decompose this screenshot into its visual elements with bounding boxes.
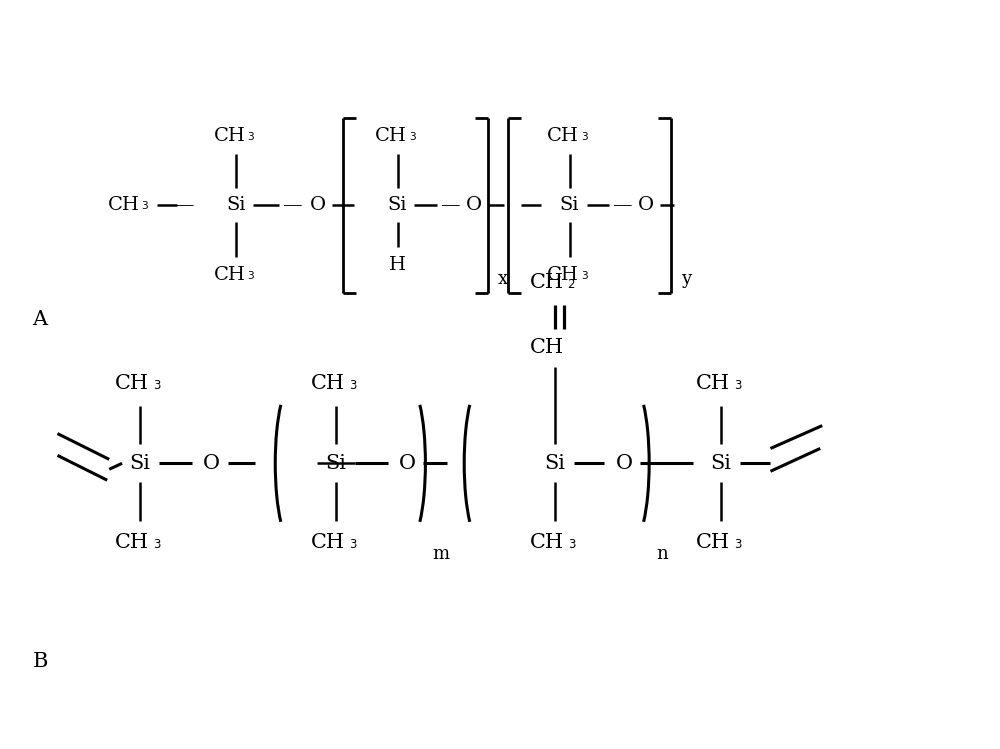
Text: $_3$: $_3$	[568, 534, 576, 551]
Text: n: n	[656, 545, 668, 563]
Text: $_3$: $_3$	[734, 375, 742, 392]
Text: —: —	[441, 196, 460, 214]
Text: O: O	[310, 196, 326, 214]
Text: $_3$: $_3$	[153, 534, 162, 551]
Text: CH: CH	[547, 127, 579, 145]
Text: Si: Si	[227, 196, 246, 214]
Text: —: —	[174, 196, 194, 214]
Text: CH: CH	[530, 338, 564, 357]
Text: O: O	[466, 196, 482, 214]
Text: H: H	[389, 256, 406, 274]
Text: CH: CH	[530, 533, 564, 552]
Text: $_3$: $_3$	[153, 375, 162, 392]
Text: —: —	[613, 196, 632, 214]
Text: CH: CH	[311, 533, 345, 552]
Text: CH: CH	[547, 266, 579, 284]
Text: Si: Si	[544, 454, 565, 473]
Text: $_2$: $_2$	[567, 274, 575, 291]
Text: $_3$: $_3$	[349, 375, 358, 392]
Text: $_3$: $_3$	[409, 129, 417, 143]
Text: CH: CH	[375, 127, 407, 145]
Text: O: O	[638, 196, 654, 214]
Text: m: m	[432, 545, 450, 563]
Text: Si: Si	[325, 454, 346, 473]
Text: Si: Si	[130, 454, 151, 473]
Text: CH: CH	[530, 273, 564, 292]
Text: $_3$: $_3$	[349, 534, 358, 551]
Text: CH: CH	[696, 374, 730, 393]
Text: Si: Si	[710, 454, 731, 473]
Text: $_3$: $_3$	[581, 267, 589, 282]
Text: O: O	[399, 454, 416, 473]
Text: A: A	[33, 310, 48, 329]
Text: x: x	[498, 270, 508, 288]
Text: CH: CH	[108, 196, 140, 214]
Text: O: O	[203, 454, 220, 473]
Text: $_3$: $_3$	[141, 198, 149, 212]
Text: —: —	[282, 196, 302, 214]
Text: O: O	[616, 454, 633, 473]
Text: $_3$: $_3$	[734, 534, 742, 551]
Text: CH: CH	[214, 266, 245, 284]
Text: CH: CH	[696, 533, 730, 552]
Text: $_3$: $_3$	[581, 129, 589, 143]
Text: B: B	[33, 652, 48, 671]
Text: $_3$: $_3$	[247, 267, 255, 282]
Text: CH: CH	[311, 374, 345, 393]
Text: CH: CH	[115, 533, 149, 552]
Text: Si: Si	[388, 196, 407, 214]
Text: CH: CH	[214, 127, 245, 145]
Text: CH: CH	[115, 374, 149, 393]
Text: y: y	[681, 270, 691, 288]
Text: $_3$: $_3$	[247, 129, 255, 143]
Text: Si: Si	[560, 196, 579, 214]
